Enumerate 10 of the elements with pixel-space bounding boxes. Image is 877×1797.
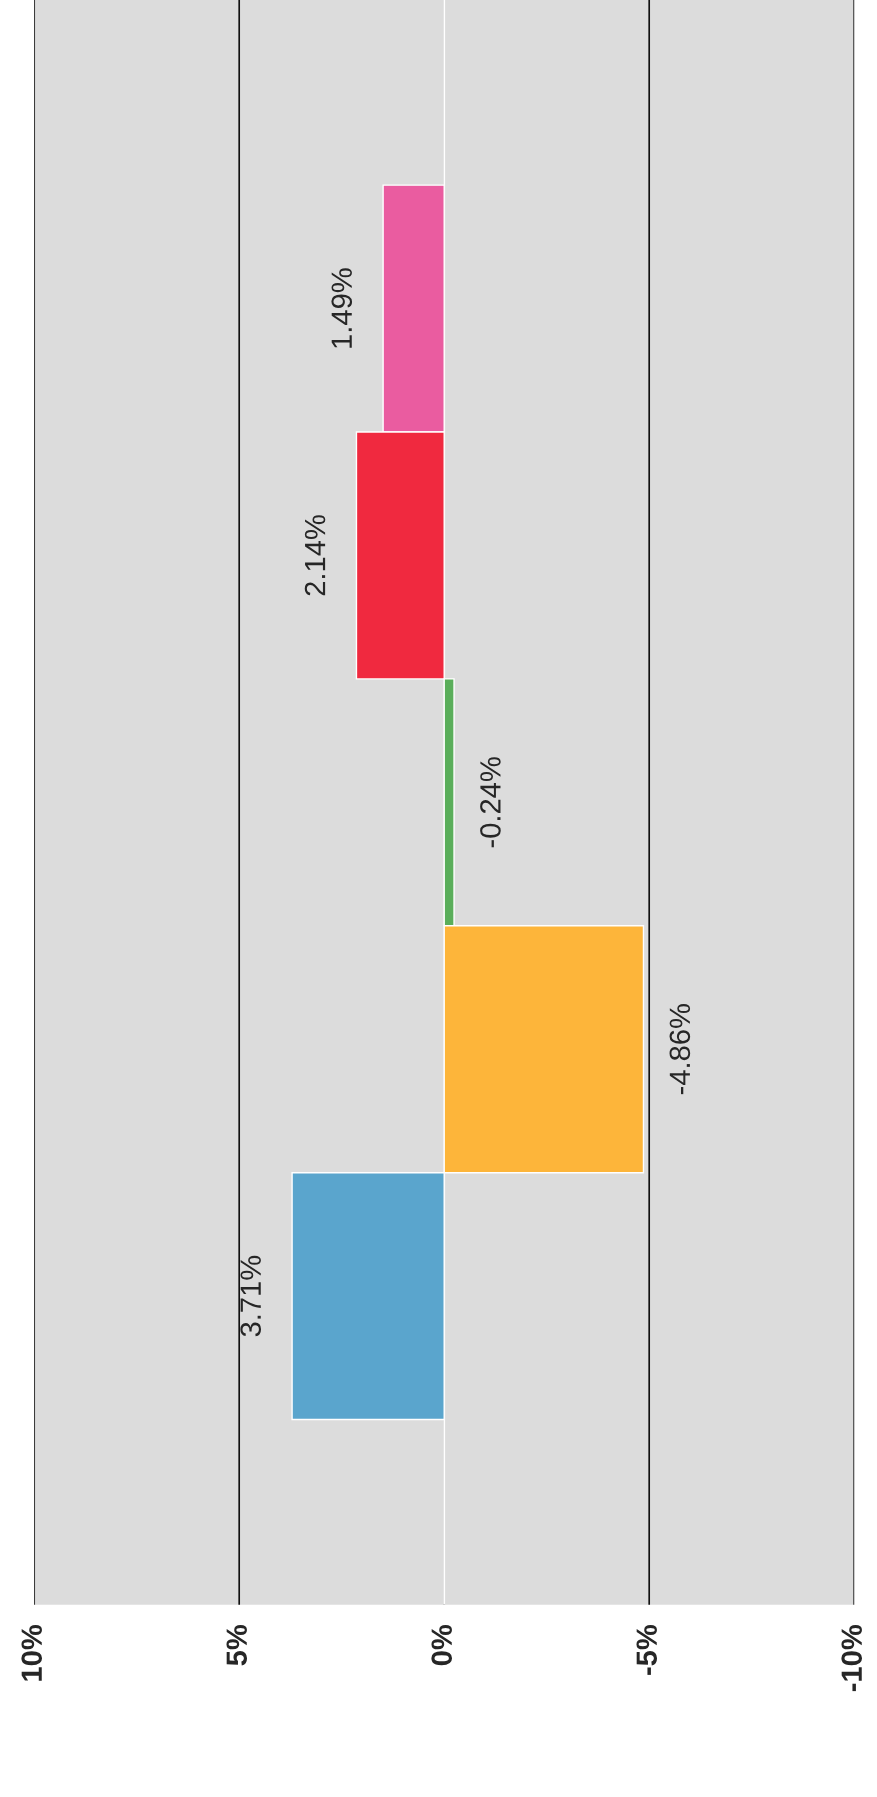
data-label: 1.49% — [331, 268, 353, 348]
data-label: -4.86% — [669, 1004, 691, 1095]
data-label: -0.24% — [480, 757, 501, 848]
x-tick-label: -5% — [636, 1624, 658, 1675]
x-tick-label: 10% — [21, 1624, 43, 1681]
x-tick-label: 0% — [431, 1624, 453, 1666]
x-tick-label: 5% — [226, 1624, 248, 1666]
data-label: 3.71% — [240, 1255, 262, 1337]
x-tick-label: -10% — [841, 1624, 863, 1692]
data-label: 2.14% — [304, 515, 326, 596]
